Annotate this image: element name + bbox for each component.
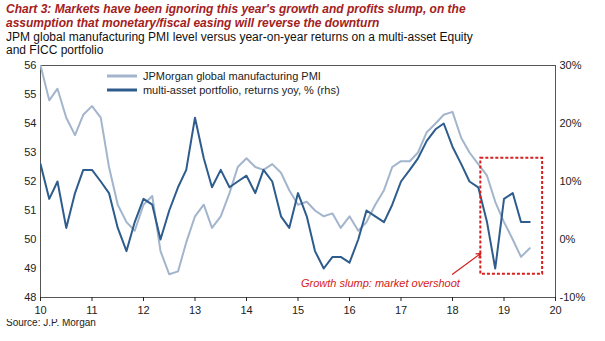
svg-text:16: 16 bbox=[343, 304, 355, 316]
svg-text:18: 18 bbox=[446, 304, 458, 316]
svg-text:52: 52 bbox=[24, 175, 36, 187]
svg-text:53: 53 bbox=[24, 146, 36, 158]
svg-text:15: 15 bbox=[292, 304, 304, 316]
svg-text:49: 49 bbox=[24, 262, 36, 274]
html-text:Chart 3: Markets have been ign: Chart 3: Markets have been ignoring this… bbox=[6, 2, 466, 30]
svg-text:54: 54 bbox=[24, 117, 36, 129]
html-text:Source: J.P. Morgan: Source: J.P. Morgan bbox=[6, 317, 96, 328]
svg-text:51: 51 bbox=[24, 204, 36, 216]
svg-text:55: 55 bbox=[24, 88, 36, 100]
svg-text:10: 10 bbox=[34, 304, 46, 316]
svg-text:12: 12 bbox=[137, 304, 149, 316]
svg-text:0%: 0% bbox=[560, 233, 576, 245]
svg-text:56: 56 bbox=[24, 59, 36, 71]
svg-text:17: 17 bbox=[395, 304, 407, 316]
svg-text:14: 14 bbox=[240, 304, 252, 316]
svg-text:19: 19 bbox=[498, 304, 510, 316]
svg-text:13: 13 bbox=[189, 304, 201, 316]
svg-text:48: 48 bbox=[24, 291, 36, 303]
svg-text:20: 20 bbox=[549, 304, 561, 316]
svg-text:20%: 20% bbox=[560, 117, 582, 129]
svg-text:-10%: -10% bbox=[560, 291, 586, 303]
svg-text:50: 50 bbox=[24, 233, 36, 245]
html-text:JPM global manufacturing PMI l: JPM global manufacturing PMI level versu… bbox=[6, 30, 473, 57]
svg-text:10%: 10% bbox=[560, 175, 582, 187]
svg-text:Growth slump: market overshoot: Growth slump: market overshoot bbox=[301, 277, 461, 289]
svg-text:30%: 30% bbox=[560, 59, 582, 71]
html-text:JPMorgan global manufacturing: JPMorgan global manufacturing PMI bbox=[142, 70, 321, 82]
svg-text:11: 11 bbox=[86, 304, 97, 316]
html-text:multi-asset portfolio, returns: multi-asset portfolio, returns yoy, % (r… bbox=[142, 84, 340, 96]
